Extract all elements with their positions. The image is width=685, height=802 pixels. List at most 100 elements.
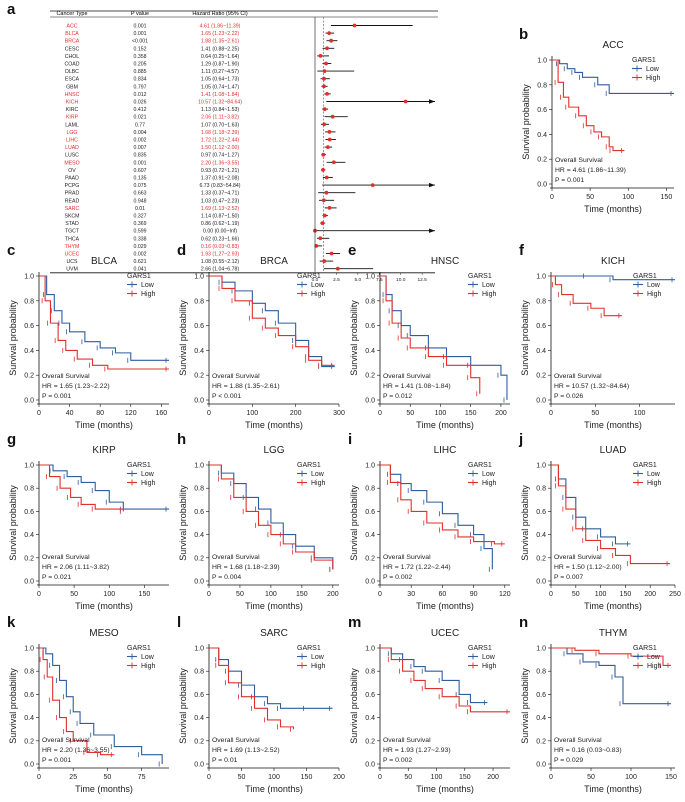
forest-cancer-skcm: SKCM xyxy=(65,214,80,220)
km-plot-kich: KICH 0.0 0.2 0.4 0.6 0.8 1.0 0 50 100 Time (months… xyxy=(520,256,675,430)
forest-hr-thym: 0.16 (0.03~0.83) xyxy=(201,244,239,250)
km-x-tick-label: 100 xyxy=(268,774,280,781)
km-y-tick-label: 0.4 xyxy=(24,715,34,722)
km-x-label: Time (months) xyxy=(416,601,474,611)
km-y-tick-label: 0.4 xyxy=(365,715,375,722)
panel-letter-f: f xyxy=(519,242,524,259)
km-x-tick-label: 0 xyxy=(378,591,382,598)
km-title-meso: MESO xyxy=(89,628,119,639)
forest-hr-stad: 0.86 (0.62~1.19) xyxy=(201,221,239,227)
km-p-text: P < 0.001 xyxy=(212,393,241,400)
forest-header-p: P value xyxy=(131,11,149,17)
km-y-tick-label: 0.2 xyxy=(24,738,34,745)
km-legend-label-low: Low xyxy=(482,654,496,661)
km-x-tick-label: 50 xyxy=(404,774,412,781)
km-x-tick-label: 0 xyxy=(207,774,211,781)
forest-cancer-acc: ACC xyxy=(67,24,78,30)
km-hr-text: HR = 4.61 (1.86~11.39) xyxy=(555,167,626,174)
panel-letter-n: n xyxy=(519,614,529,631)
km-legend-label-low: Low xyxy=(646,66,660,73)
km-x-tick-label: 0 xyxy=(378,410,382,417)
km-p-text: P = 0.004 xyxy=(212,574,241,581)
km-curve-low xyxy=(380,275,508,400)
forest-hr-kirp: 2.06 (1.11~3.82) xyxy=(201,115,239,121)
km-curve-low xyxy=(39,275,169,361)
km-os-label: Overall Survival xyxy=(212,373,260,380)
forest-p-thca: 0.338 xyxy=(134,236,147,242)
forest-cancer-dlbc: DLBC xyxy=(65,69,79,75)
forest-point-lgg xyxy=(327,130,332,134)
km-y-label: Survival probability xyxy=(178,485,188,561)
km-y-label: Survival probability xyxy=(8,668,18,744)
forest-ci-arrow-kich xyxy=(429,99,435,104)
forest-point-brca xyxy=(329,38,334,43)
km-x-tick-label: 200 xyxy=(333,774,345,781)
km-y-tick-label: 0.0 xyxy=(365,762,375,769)
forest-cancer-paad: PAAD xyxy=(65,176,79,182)
forest-point-chol xyxy=(318,54,323,58)
forest-p-meso: 0.001 xyxy=(134,160,147,166)
km-plot-ucec: UCEC 0.0 0.2 0.4 0.6 0.8 1.0 0 50 100 150 200 Time (… xyxy=(349,628,510,794)
forest-cancer-uvm: UVM xyxy=(66,267,78,273)
forest-cancer-kich: KICH xyxy=(66,100,79,106)
panel-letter-j: j xyxy=(519,431,524,448)
km-legend-title: GARS1 xyxy=(297,645,321,652)
km-p-text: P = 0.012 xyxy=(383,393,412,400)
km-y-tick-label: 1.0 xyxy=(365,646,375,653)
km-y-tick-label: 0.6 xyxy=(194,509,204,516)
km-p-text: P = 0.002 xyxy=(383,574,412,581)
km-p-text: P = 0.026 xyxy=(554,393,583,400)
forest-point-pcpg xyxy=(370,183,375,188)
km-y-tick-label: 0.6 xyxy=(24,323,34,330)
km-y-tick-label: 0.4 xyxy=(24,348,34,355)
km-x-tick-label: 50 xyxy=(238,774,246,781)
km-y-tick-label: 0.0 xyxy=(536,579,546,586)
km-legend-title: GARS1 xyxy=(127,462,151,469)
forest-point-hnsc xyxy=(325,92,329,96)
forest-point-ov xyxy=(321,168,325,172)
panel-letter-e: e xyxy=(348,242,357,259)
km-title-ucec: UCEC xyxy=(431,628,459,639)
km-hr-text: HR = 1.88 (1.35~2.61) xyxy=(212,383,280,390)
km-title-acc: ACC xyxy=(602,40,623,51)
km-curve-high xyxy=(551,464,671,565)
forest-p-brca: <0.001 xyxy=(132,39,148,45)
km-title-luad: LUAD xyxy=(600,445,627,456)
km-x-tick-label: 120 xyxy=(499,591,511,598)
panel-letter-c: c xyxy=(7,242,16,259)
panel-letter-h: h xyxy=(177,431,187,448)
km-x-label: Time (months) xyxy=(584,601,642,611)
km-curve-low xyxy=(380,464,493,570)
forest-cancer-ucs: UCS xyxy=(67,259,78,265)
forest-hr-cesc: 1.41 (0.88~2.25) xyxy=(201,46,239,52)
km-x-tick-label: 50 xyxy=(236,591,244,598)
km-legend-title: GARS1 xyxy=(633,273,657,280)
panel-letter-a: a xyxy=(7,1,16,18)
panel-letter-l: l xyxy=(177,614,182,631)
forest-point-kirp xyxy=(330,114,335,119)
forest-p-coad: 0.205 xyxy=(134,62,147,68)
km-y-tick-label: 0.8 xyxy=(536,298,546,305)
forest-hr-ov: 0.93 (0.72~1.21) xyxy=(201,168,239,174)
forest-cancer-ov: OV xyxy=(68,168,76,174)
forest-hr-luad: 1.50 (1.12~2.00) xyxy=(201,145,239,151)
km-hr-text: HR = 2.20 (1.36~3.55) xyxy=(42,747,110,754)
km-x-label: Time (months) xyxy=(245,601,303,611)
km-hr-text: HR = 2.06 (1.11~3.82) xyxy=(42,564,109,571)
km-title-lgg: LGG xyxy=(263,445,284,456)
panel-letter-k: k xyxy=(7,614,16,631)
km-y-label: Survival probability xyxy=(349,300,359,376)
forest-cancer-blca: BLCA xyxy=(65,31,79,37)
forest-hr-tgct: 0.00 (0.00~Inf) xyxy=(203,229,237,235)
km-p-text: P = 0.01 xyxy=(212,757,238,764)
forest-cancer-prad: PRAD xyxy=(65,191,80,197)
km-y-label: Survival probability xyxy=(520,668,530,744)
km-hr-text: HR = 1.72 (1.22~2.44) xyxy=(383,564,451,571)
forest-cancer-meso: MESO xyxy=(64,160,79,166)
km-y-tick-label: 1.0 xyxy=(365,274,375,281)
km-x-tick-label: 100 xyxy=(431,774,443,781)
km-x-tick-label: 50 xyxy=(572,591,580,598)
forest-cancer-gbm: GBM xyxy=(66,84,78,90)
km-hr-text: HR = 0.16 (0.03~0.83) xyxy=(554,747,622,754)
km-curve-low xyxy=(39,647,163,764)
